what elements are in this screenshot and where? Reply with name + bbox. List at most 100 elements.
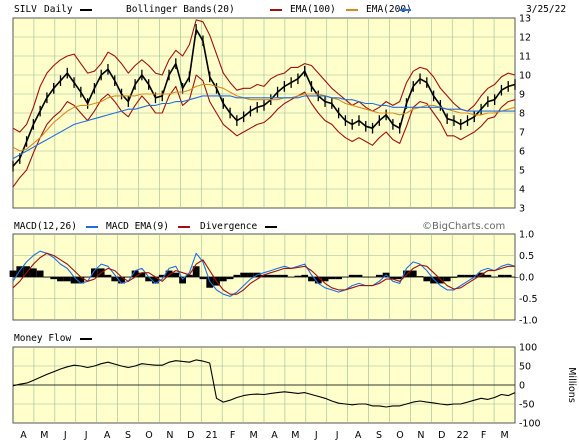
signal-line bbox=[12, 252, 515, 295]
divergence-bar bbox=[111, 277, 119, 282]
divergence-bar bbox=[260, 274, 268, 277]
divergence-bar bbox=[470, 274, 478, 277]
divergence-bar bbox=[423, 277, 431, 282]
divergence-bar bbox=[226, 277, 234, 280]
legend-macd-ema-swatch bbox=[178, 226, 190, 228]
x-tick-label: A bbox=[355, 430, 362, 441]
legend-macd-swatch bbox=[86, 226, 98, 228]
price-panel: 3 4 5 6 7 8 9 10 11 12 13 SILV Daily Bollinger Ban… bbox=[0, 0, 579, 215]
chart-date: 3/25/22 bbox=[526, 4, 566, 15]
divergence-bar bbox=[247, 272, 254, 277]
legend-divergence: Divergence bbox=[200, 221, 257, 232]
x-tick-label: F bbox=[481, 430, 486, 441]
divergence-bar bbox=[396, 277, 404, 280]
divergence-bar bbox=[491, 277, 499, 278]
x-tick-label: O bbox=[145, 430, 152, 441]
macd-line bbox=[12, 250, 516, 297]
divergence-bar bbox=[63, 277, 71, 282]
y-tick-label: 3 bbox=[519, 204, 525, 215]
y-tick-label: -0.5 bbox=[519, 294, 538, 305]
ema200-line bbox=[12, 95, 515, 160]
divergence-bar bbox=[172, 272, 180, 277]
legend-bollinger: Bollinger Bands(20) bbox=[126, 4, 235, 15]
divergence-bar bbox=[498, 274, 505, 277]
money-flow-panel: 100 50 0 -50 -100 Money Flow Millions bbox=[0, 326, 579, 444]
divergence-bar bbox=[29, 268, 37, 277]
divergence-bar bbox=[369, 277, 376, 278]
y-tick-label: 6 bbox=[519, 147, 525, 158]
divergence-bar bbox=[389, 277, 397, 280]
y-tick-label: -50 bbox=[519, 400, 535, 411]
y-tick-label: 12 bbox=[519, 33, 531, 44]
y-tick-label: 7 bbox=[519, 128, 525, 139]
x-tick-label: M bbox=[40, 430, 48, 441]
divergence-bar bbox=[355, 274, 363, 277]
y-tick-label: 8 bbox=[519, 109, 525, 120]
divergence-bar bbox=[158, 274, 166, 277]
y-tick-label: 10 bbox=[519, 71, 531, 82]
x-tick-label: A bbox=[104, 430, 111, 441]
x-tick-label: 22 bbox=[457, 430, 469, 441]
y-tick-label: 5 bbox=[519, 166, 525, 177]
legend-bollinger-swatch bbox=[270, 9, 282, 11]
x-tick-label: D bbox=[438, 430, 445, 441]
divergence-bar bbox=[57, 277, 64, 282]
divergence-bar bbox=[430, 277, 437, 284]
divergence-bar bbox=[443, 277, 451, 282]
x-tick-label: S bbox=[125, 430, 131, 441]
divergence-bar bbox=[450, 277, 458, 278]
divergence-bar bbox=[199, 277, 207, 280]
price-series bbox=[12, 19, 516, 188]
price-y-axis: 3 4 5 6 7 8 9 10 11 12 13 bbox=[519, 14, 531, 215]
legend-price-swatch bbox=[80, 9, 92, 11]
money-flow-grid bbox=[13, 347, 515, 423]
x-tick-label: J bbox=[314, 430, 318, 441]
y-tick-label: 1.0 bbox=[519, 230, 534, 241]
legend-ema200-swatch bbox=[399, 9, 411, 11]
x-tick-label: J bbox=[63, 430, 67, 441]
divergence-bar bbox=[511, 277, 519, 278]
x-tick-label: A bbox=[271, 430, 278, 441]
divergence-bar bbox=[287, 277, 295, 278]
legend-symbol: SILV bbox=[14, 4, 37, 15]
divergence-bar bbox=[274, 274, 281, 277]
legend-money-flow-swatch bbox=[80, 338, 92, 340]
y-tick-label: 100 bbox=[519, 343, 537, 354]
x-tick-label: M bbox=[500, 430, 508, 441]
divergence-bar bbox=[342, 277, 349, 278]
macd-legend: MACD(12,26) MACD EMA(9) Divergence ©BigC… bbox=[14, 221, 505, 232]
divergence-bar bbox=[457, 274, 465, 277]
divergence-bar bbox=[504, 274, 512, 277]
y-tick-label: 50 bbox=[519, 362, 531, 373]
divergence-bar bbox=[77, 277, 85, 284]
legend-money-flow: Money Flow bbox=[14, 333, 71, 344]
divergence-bar bbox=[179, 277, 186, 284]
x-tick-label: M bbox=[249, 430, 257, 441]
divergence-bar bbox=[84, 277, 92, 278]
bigcharts-watermark: ©BigCharts.com bbox=[422, 221, 505, 232]
price-legend: SILV Daily Bollinger Bands(20) EMA(100) … bbox=[14, 4, 566, 15]
divergence-bar bbox=[131, 270, 139, 277]
divergence-bar bbox=[362, 277, 370, 278]
divergence-bar bbox=[9, 270, 17, 277]
bollinger-upper-line bbox=[12, 19, 516, 133]
divergence-bar bbox=[50, 277, 58, 280]
divergence-bar bbox=[484, 274, 492, 277]
divergence-bar bbox=[409, 270, 417, 277]
legend-ema200: EMA(200) bbox=[366, 4, 412, 15]
x-tick-label: J bbox=[84, 430, 88, 441]
divergence-bar bbox=[91, 268, 98, 277]
x-tick-label: O bbox=[396, 430, 403, 441]
divergence-bar bbox=[219, 277, 227, 282]
divergence-bar bbox=[43, 277, 51, 278]
y-tick-label: 13 bbox=[519, 14, 531, 25]
money-flow-y-label: Millions bbox=[566, 367, 577, 403]
y-tick-label: 0.5 bbox=[519, 251, 534, 262]
money-flow-line bbox=[12, 359, 516, 408]
legend-ema100-swatch bbox=[346, 9, 358, 11]
divergence-bar bbox=[185, 274, 193, 277]
divergence-bar bbox=[206, 277, 214, 288]
divergence-bar bbox=[145, 277, 153, 282]
x-tick-label: M bbox=[291, 430, 299, 441]
